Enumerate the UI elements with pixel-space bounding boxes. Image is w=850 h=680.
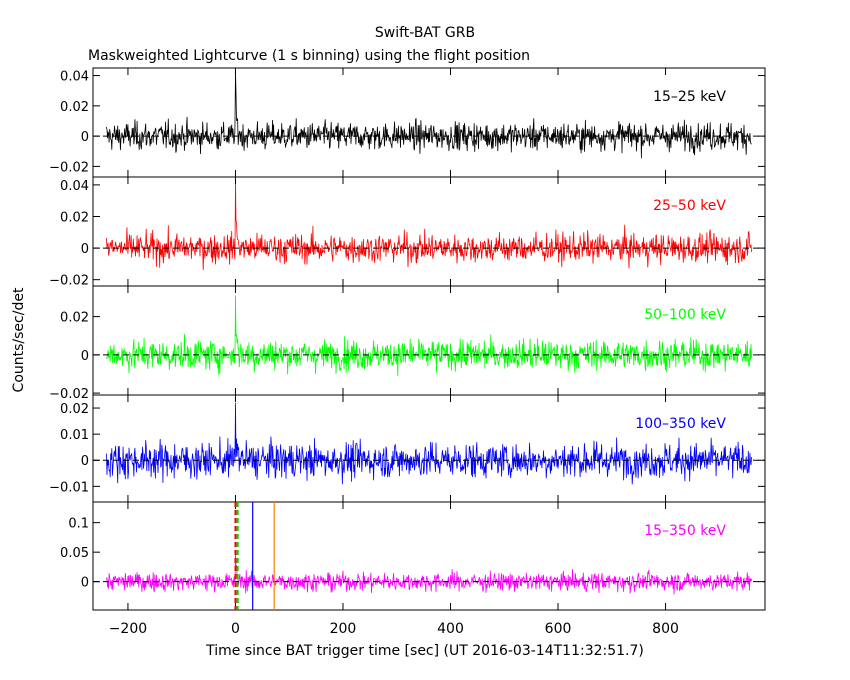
y-tick-label: 0.02 bbox=[60, 311, 89, 326]
x-tick-label: 800 bbox=[652, 621, 679, 637]
lightcurve-series-2 bbox=[106, 181, 752, 271]
y-tick-label: 0.02 bbox=[60, 402, 89, 417]
panel-frame-5 bbox=[92, 501, 766, 611]
band-label-1: 15–25 keV bbox=[653, 89, 726, 105]
y-tick-label: 0.1 bbox=[68, 517, 89, 532]
y-tick-label: 0.05 bbox=[60, 546, 89, 561]
y-tick-label: 0.01 bbox=[60, 428, 89, 443]
lightcurve-series-4 bbox=[106, 402, 752, 485]
y-tick-label: −0.02 bbox=[49, 387, 89, 402]
y-tick-label: 0 bbox=[81, 242, 89, 257]
x-tick-label: 200 bbox=[330, 621, 357, 637]
panel-frame-2 bbox=[92, 176, 766, 287]
y-tick-label: 0 bbox=[81, 130, 89, 145]
y-tick-label: 0 bbox=[81, 349, 89, 364]
y-tick-label: 0.04 bbox=[60, 70, 89, 85]
chart-subtitle: Maskweighted Lightcurve (1 s binning) us… bbox=[88, 48, 530, 64]
y-tick-label: 0.02 bbox=[60, 210, 89, 225]
panel-frame-4 bbox=[92, 394, 766, 503]
lightcurve-series-1 bbox=[106, 71, 752, 159]
y-tick-label: 0.02 bbox=[60, 100, 89, 115]
y-tick-label: −0.01 bbox=[49, 480, 89, 495]
panels-group: −0.02 0 0.02 0.04 15–25 keV −0.02 0 0.02 0.04 25–… bbox=[49, 67, 766, 637]
panel-frame-1 bbox=[92, 67, 766, 178]
chart-title: Swift-BAT GRB bbox=[375, 25, 475, 41]
lightcurve-series-3 bbox=[106, 295, 752, 377]
band-label-2: 25–50 keV bbox=[653, 198, 726, 214]
panel-frame-3 bbox=[92, 285, 766, 396]
y-tick-label: 0.04 bbox=[60, 179, 89, 194]
band-label-5: 15–350 keV bbox=[644, 523, 726, 539]
band-label-3: 50–100 keV bbox=[644, 307, 726, 323]
y-tick-label: −0.02 bbox=[49, 160, 89, 175]
y-tick-label: −0.02 bbox=[49, 274, 89, 289]
x-tick-label: 0 bbox=[231, 621, 240, 637]
y-tick-label: 0 bbox=[81, 454, 89, 469]
x-tick-label: 600 bbox=[545, 621, 572, 637]
x-axis-label: Time since BAT trigger time [sec] (UT 20… bbox=[205, 643, 644, 659]
band-label-4: 100–350 keV bbox=[635, 416, 726, 432]
x-tick-label: −200 bbox=[109, 621, 147, 637]
y-axis-label: Counts/sec/det bbox=[11, 287, 27, 392]
y-tick-label: 0 bbox=[81, 576, 89, 591]
lightcurve-series-5 bbox=[106, 552, 752, 595]
x-tick-label: 400 bbox=[437, 621, 464, 637]
